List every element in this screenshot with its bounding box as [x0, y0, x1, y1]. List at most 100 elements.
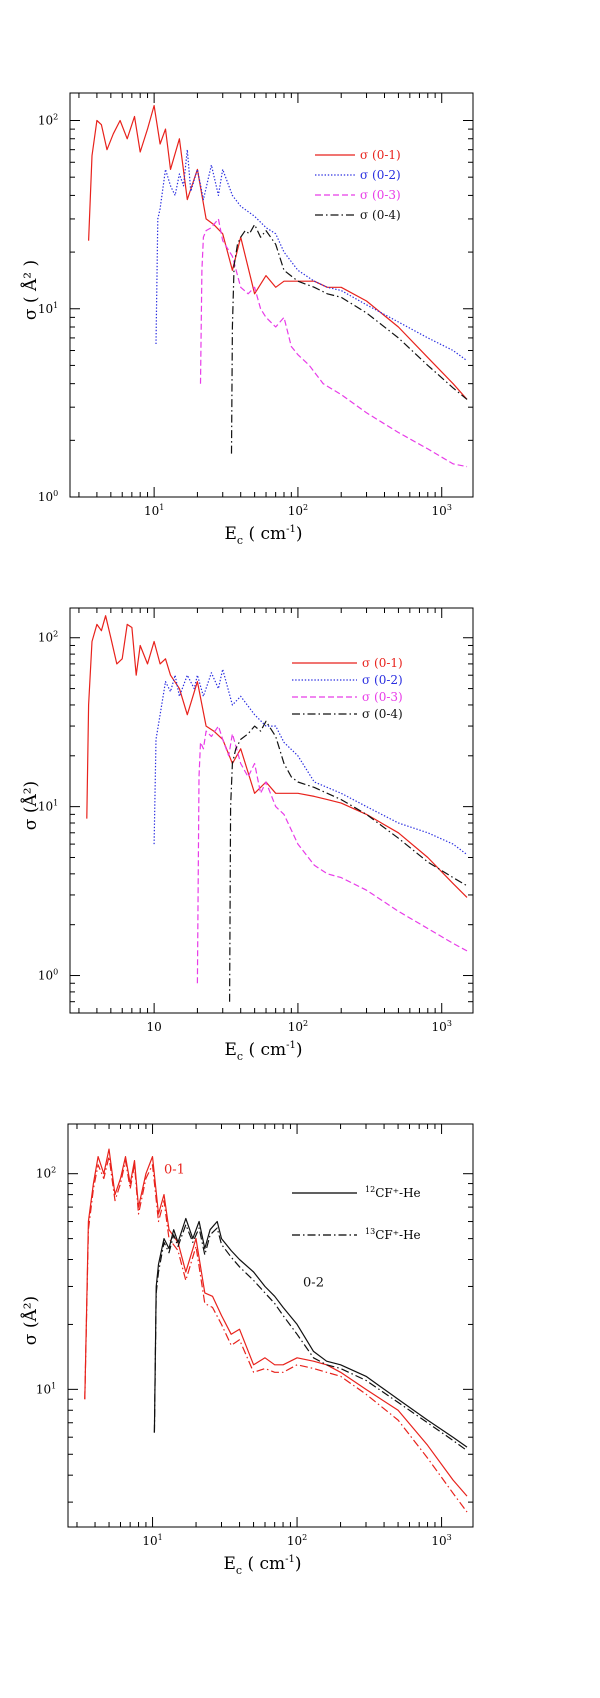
- x-tick-label: 103: [432, 1019, 452, 1034]
- legend-label: σ (0-1): [362, 656, 403, 670]
- y-tick-label-exponent: 1: [51, 1381, 56, 1390]
- x-axis-title-main: E: [224, 1040, 236, 1060]
- x-axis-title-sup: -1: [285, 1554, 295, 1565]
- x-axis-title-rest: ( cm: [242, 1554, 285, 1574]
- y-tick-label: 101: [38, 799, 58, 814]
- legend-label: σ (0-3): [360, 188, 401, 202]
- series-line-3: [199, 218, 468, 468]
- x-tick-label-base: 10: [288, 504, 303, 518]
- series-line-2: [153, 668, 468, 856]
- plot-frame: [69, 607, 474, 1014]
- x-tick-label: 103: [432, 503, 452, 518]
- series-line-3: [196, 725, 468, 984]
- y-tick-label-exponent: 2: [51, 1166, 56, 1175]
- legend-label: σ (0-2): [360, 168, 401, 182]
- series-line-2: [84, 1155, 468, 1513]
- x-tick-label-base: 10: [431, 1534, 446, 1548]
- x-axis-title-sub: c: [236, 1564, 242, 1577]
- x-tick-label: 101: [144, 503, 164, 518]
- series-line-1: [84, 1148, 468, 1497]
- x-axis-title-sub: c: [237, 1050, 243, 1063]
- y-tick-label-exponent: 2: [53, 113, 58, 122]
- y-tick-label: 101: [36, 1381, 56, 1396]
- y-tick-label-base: 10: [38, 631, 53, 645]
- x-tick-label: 102: [288, 1019, 308, 1034]
- annotation-label: 0-1: [164, 1163, 185, 1178]
- legend: σ (0-1) σ (0-2) σ (0-3) σ (0-4): [315, 148, 401, 222]
- x-axis-title-main: E: [224, 524, 236, 544]
- y-tick-label-base: 10: [36, 1382, 51, 1396]
- x-axis-title: Ec ( cm-1): [224, 1040, 302, 1063]
- x-tick-label: 101: [142, 1533, 162, 1548]
- legend-isotope: 13: [365, 1227, 375, 1236]
- y-tick-label-base: 10: [38, 800, 53, 814]
- series-line-4: [230, 224, 468, 454]
- plot-frame: [67, 1123, 474, 1528]
- x-axis-title-close: ): [296, 524, 303, 544]
- x-tick-label-base: 10: [146, 1020, 161, 1034]
- y-axis-title: σ ( Å² ): [20, 260, 41, 320]
- x-tick-label-exponent: 2: [303, 503, 308, 512]
- x-axis-title-close: ): [295, 1554, 302, 1574]
- x-axis-title-main: E: [223, 1554, 235, 1574]
- x-axis-title-sub: c: [237, 534, 243, 547]
- y-tick-label-base: 10: [36, 1167, 51, 1181]
- y-tick-label: 102: [38, 630, 58, 645]
- x-tick-label-base: 10: [288, 1020, 303, 1034]
- y-axis-title: σ (Å²): [20, 1296, 41, 1345]
- series-line-3: [153, 1217, 468, 1448]
- x-axis-title-sup: -1: [286, 1040, 296, 1051]
- y-tick-label-exponent: 0: [53, 968, 58, 977]
- legend-label: σ (0-4): [360, 208, 401, 222]
- x-axis-title-close: ): [296, 1040, 303, 1060]
- y-tick-label-base: 10: [38, 490, 53, 504]
- legend-text: CF⁺-He: [375, 1186, 420, 1200]
- x-tick-label-exponent: 3: [447, 1019, 452, 1028]
- x-tick-label: 103: [431, 1533, 451, 1548]
- y-tick-label-exponent: 1: [53, 799, 58, 808]
- y-tick-label: 100: [38, 968, 58, 983]
- x-axis-title-sup: -1: [286, 524, 296, 535]
- x-axis-title-rest: ( cm: [243, 524, 286, 544]
- x-tick-label-exponent: 2: [303, 1019, 308, 1028]
- x-tick-label-base: 10: [432, 1020, 447, 1034]
- series-line-1: [88, 104, 468, 400]
- y-tick-label: 100: [38, 489, 58, 504]
- legend-label: σ (0-1): [360, 148, 401, 162]
- y-axis-title: σ (Å²): [20, 781, 41, 830]
- y-tick-label: 101: [38, 301, 58, 316]
- x-axis-title: Ec ( cm-1): [223, 1554, 301, 1577]
- y-tick-label-base: 10: [38, 969, 53, 983]
- annotation-label: 0-2: [303, 1275, 324, 1290]
- x-tick-label-exponent: 1: [158, 1533, 163, 1542]
- y-tick-label-exponent: 1: [53, 301, 58, 310]
- y-tick-label-base: 10: [38, 302, 53, 316]
- x-tick-label-base: 10: [142, 1534, 157, 1548]
- x-tick-label-base: 10: [144, 504, 159, 518]
- legend-label: 13CF⁺-He: [365, 1227, 421, 1242]
- x-axis-title-rest: ( cm: [243, 1040, 286, 1060]
- legend-label: 12CF⁺-He: [365, 1185, 421, 1200]
- y-tick-label: 102: [36, 1166, 56, 1181]
- series-line-1: [86, 615, 468, 898]
- legend-label: σ (0-3): [362, 690, 403, 704]
- x-tick-label: 102: [287, 1533, 307, 1548]
- x-tick-label-exponent: 3: [447, 503, 452, 512]
- x-tick-label: 102: [288, 503, 308, 518]
- legend-text: CF⁺-He: [375, 1228, 420, 1242]
- x-tick-label-base: 10: [432, 504, 447, 518]
- legend-isotope: 12: [365, 1185, 375, 1194]
- x-tick-label: 10: [146, 1020, 161, 1034]
- x-tick-label-exponent: 1: [159, 503, 164, 512]
- legend: σ (0-1) σ (0-2) σ (0-3) σ (0-4): [292, 656, 403, 721]
- x-tick-label-exponent: 2: [302, 1533, 307, 1542]
- x-axis-title: Ec ( cm-1): [224, 524, 302, 547]
- x-tick-label-base: 10: [287, 1534, 302, 1548]
- y-tick-label-exponent: 2: [53, 630, 58, 639]
- legend-label: σ (0-4): [362, 707, 403, 721]
- x-tick-label-exponent: 3: [447, 1533, 452, 1542]
